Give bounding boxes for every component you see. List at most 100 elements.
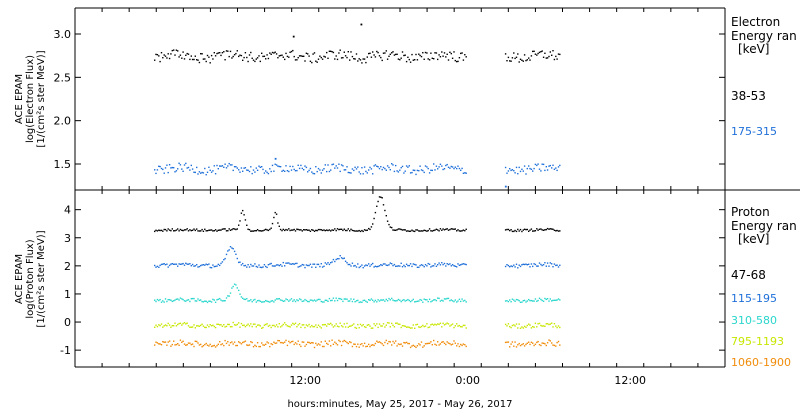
proton-point (456, 323, 458, 325)
proton-point (528, 230, 530, 232)
electron-point (362, 173, 364, 175)
proton-point (391, 297, 393, 300)
proton-point (433, 324, 435, 326)
electron-point (185, 162, 187, 165)
proton-point (525, 343, 527, 346)
electron-point (544, 169, 546, 172)
proton-point (336, 258, 339, 260)
electron-point (294, 170, 297, 172)
proton-point (343, 339, 345, 342)
proton-point (179, 322, 182, 324)
proton-point (458, 264, 461, 266)
proton-point (442, 228, 444, 230)
proton-point (451, 300, 454, 302)
proton-point (408, 264, 410, 267)
proton-point (409, 230, 412, 232)
proton-point (389, 299, 391, 301)
electron-point (235, 52, 237, 55)
proton-point (292, 322, 294, 325)
proton-point (343, 298, 345, 300)
electron-point (252, 169, 255, 171)
proton-point (416, 266, 419, 268)
electron-point (454, 59, 456, 62)
electron-point (461, 52, 463, 54)
proton-point (265, 299, 267, 302)
electron-point (513, 170, 515, 172)
proton-point (351, 229, 354, 232)
proton-point (313, 299, 316, 301)
electron-legend-title-3: [keV] (738, 42, 769, 56)
electron-point (532, 170, 534, 172)
proton-point (160, 344, 163, 346)
proton-point (457, 325, 459, 327)
proton-point (294, 322, 297, 324)
electron-point (183, 164, 186, 166)
electron-point (409, 61, 412, 63)
proton-point (451, 323, 454, 325)
proton-point (227, 295, 229, 297)
electron-point (340, 164, 343, 166)
electron-point (178, 56, 180, 58)
proton-point (286, 299, 289, 301)
proton-point (445, 298, 447, 300)
electron-point (212, 58, 214, 60)
electron-point (361, 62, 363, 64)
proton-point (281, 265, 283, 267)
proton-point (316, 299, 318, 301)
proton-point (323, 345, 325, 348)
electron-point (290, 50, 293, 53)
proton-point (424, 325, 427, 327)
electron-point (522, 60, 524, 62)
electron-point (518, 166, 520, 169)
proton-point (533, 326, 535, 328)
electron-point (380, 166, 382, 168)
proton-point (438, 262, 440, 264)
proton-point (359, 230, 362, 233)
proton-point (362, 324, 364, 326)
proton-point (327, 262, 329, 264)
proton-point (423, 298, 425, 300)
electron-point (154, 169, 156, 171)
proton-point (542, 264, 545, 266)
proton-point (423, 229, 425, 231)
electron-point (193, 171, 195, 173)
electron-point (167, 171, 169, 174)
proton-point (179, 297, 182, 299)
electron-point (521, 168, 523, 170)
electron-point (385, 169, 387, 171)
electron-point (423, 171, 425, 174)
proton-point (258, 264, 260, 266)
electron-point (338, 163, 340, 165)
electron-ylabel-line-2: log(Electron Flux) (25, 55, 36, 143)
proton-point (414, 301, 416, 303)
electron-point (294, 59, 297, 61)
proton-point (369, 228, 371, 231)
proton-point (266, 266, 268, 269)
proton-point (185, 344, 187, 346)
proton-point (315, 300, 317, 302)
proton-point (541, 299, 543, 302)
proton-legend-title-3: [keV] (738, 232, 769, 246)
proton-point (320, 229, 322, 231)
proton-point (361, 229, 363, 232)
proton-point (259, 266, 261, 268)
proton-point (517, 344, 519, 346)
electron-point (303, 55, 305, 57)
proton-point (321, 301, 324, 303)
proton-point (556, 326, 558, 329)
proton-point (464, 344, 466, 346)
proton-point (526, 228, 528, 231)
electron-point (305, 166, 308, 169)
proton-point (240, 296, 243, 298)
proton-point (513, 324, 515, 326)
proton-point (426, 230, 428, 232)
electron-point (430, 169, 432, 171)
electron-point (344, 55, 347, 57)
proton-point (385, 215, 387, 217)
proton-point (419, 298, 421, 301)
proton-point (420, 230, 423, 232)
proton-point (336, 299, 339, 302)
electron-point (274, 51, 276, 53)
proton-point (160, 301, 163, 303)
electron-point (238, 169, 240, 171)
